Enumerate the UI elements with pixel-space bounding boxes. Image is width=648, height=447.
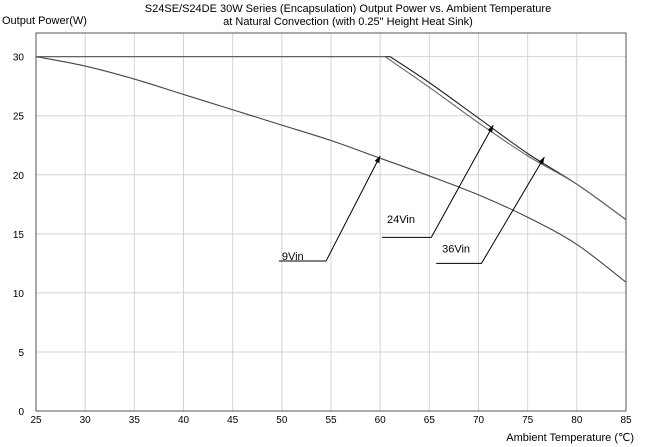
x-tick-label: 45 — [227, 415, 239, 426]
series-line-36vin — [36, 56, 627, 221]
chart-title-line2: at Natural Convection (with 0.25" Height… — [223, 16, 473, 28]
annotation-arrowhead — [538, 157, 545, 165]
annotation-arrowhead — [374, 155, 381, 164]
x-tick-label: 25 — [30, 415, 42, 426]
x-tick-label: 30 — [80, 415, 92, 426]
x-tick-label: 50 — [276, 415, 288, 426]
annotation-label: 9Vin — [282, 251, 304, 263]
x-tick-label: 70 — [473, 415, 485, 426]
x-tick-label: 40 — [178, 415, 190, 426]
y-tick-label: 15 — [13, 230, 25, 241]
y-tick-label: 10 — [13, 289, 25, 300]
y-tick-label: 0 — [18, 407, 24, 418]
x-tick-label: 65 — [424, 415, 436, 426]
x-tick-label: 35 — [129, 415, 141, 426]
y-tick-label: 5 — [18, 348, 24, 359]
annotation-leader-line — [436, 156, 545, 264]
y-tick-label: 30 — [13, 53, 25, 64]
annotations: 9Vin 24Vin 36Vin — [278, 124, 545, 264]
chart-title-line1: S24SE/S24DE 30W Series (Encapsulation) O… — [145, 3, 551, 15]
series-lines — [35, 56, 627, 283]
x-tick-label: 60 — [375, 415, 387, 426]
annotation-label: 24Vin — [387, 214, 415, 226]
annotation-arrowhead — [487, 125, 494, 133]
y-tick-label: 20 — [13, 171, 25, 182]
annotation-label: 36Vin — [442, 244, 470, 256]
y-axis-label: Output Power(W) — [2, 15, 87, 27]
tick-labels: 25 30 35 40 45 50 55 60 65 70 75 80 85 0 5 10 15 20 25 30 — [13, 53, 632, 426]
x-axis-label: Ambient Temperature (℃) — [506, 432, 634, 444]
annotation-leader-line — [382, 124, 494, 238]
x-tick-label: 80 — [571, 415, 583, 426]
y-tick-label: 25 — [13, 112, 25, 123]
plot-frame — [35, 32, 627, 412]
x-tick-label: 75 — [522, 415, 534, 426]
annotation-leader-line — [278, 155, 381, 262]
x-tick-label: 55 — [325, 415, 337, 426]
x-tick-label: 85 — [620, 415, 632, 426]
series-line-9vin — [35, 56, 627, 283]
